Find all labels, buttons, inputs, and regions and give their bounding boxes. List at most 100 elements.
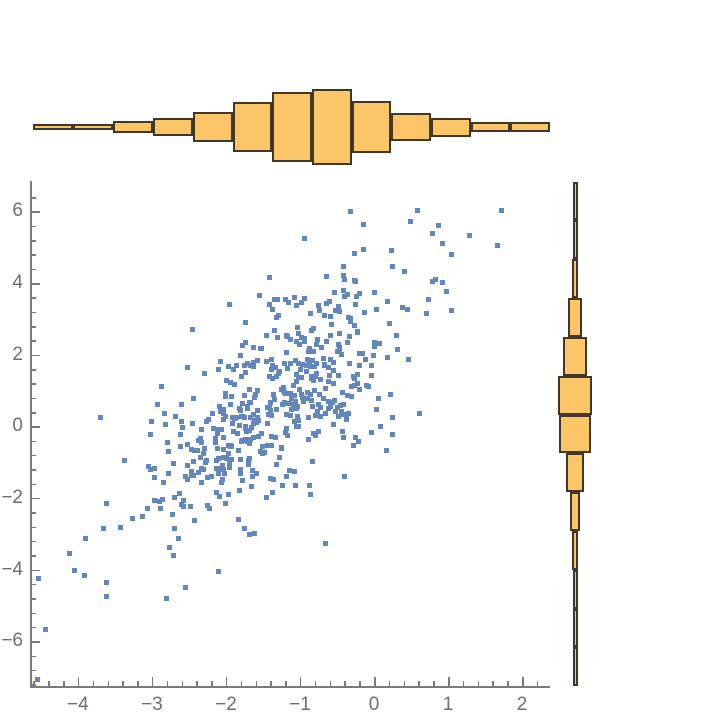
- scatter-point: [327, 333, 333, 339]
- x-tick-label: 2: [516, 694, 528, 715]
- scatter-point: [241, 392, 247, 398]
- scatter-point: [310, 349, 316, 355]
- scatter-point: [196, 470, 202, 476]
- scatter-point: [385, 355, 391, 361]
- scatter-point: [384, 448, 390, 454]
- scatter-point: [164, 595, 170, 601]
- y-minor-tick: [30, 369, 36, 371]
- y-tick-label: −4: [1, 558, 23, 580]
- scatter-point: [309, 398, 315, 404]
- x-minor-tick: [240, 681, 243, 686]
- scatter-point: [251, 421, 257, 427]
- scatter-point: [387, 392, 393, 398]
- scatter-point: [216, 494, 222, 499]
- scatter-point: [377, 424, 383, 430]
- scatter-point: [340, 429, 346, 435]
- scatter-point: [189, 420, 195, 426]
- scatter-point: [189, 473, 195, 479]
- scatter-point: [250, 359, 256, 365]
- scatter-point: [225, 364, 231, 370]
- scatter-point: [214, 458, 220, 464]
- scatter-point: [250, 434, 256, 440]
- scatter-point: [304, 369, 310, 375]
- scatter-point: [182, 474, 188, 480]
- scatter-point: [180, 424, 186, 430]
- scatter-point: [302, 296, 308, 302]
- y-minor-tick: [30, 483, 36, 486]
- scatter-point: [201, 466, 207, 472]
- y-minor-tick: [30, 397, 36, 400]
- scatter-point: [67, 551, 73, 557]
- scatter-point: [284, 433, 290, 439]
- scatter-point: [221, 434, 227, 440]
- scatter-point: [353, 301, 359, 307]
- scatter-point: [257, 293, 263, 299]
- scatter-point: [121, 457, 127, 463]
- scatter-point: [237, 470, 243, 476]
- right-histogram-bar: [572, 181, 578, 221]
- scatter-point: [243, 437, 249, 443]
- y-minor-tick: [30, 669, 36, 672]
- y-minor-tick: [30, 598, 36, 600]
- scatter-point: [245, 458, 251, 464]
- scatter-point: [198, 436, 204, 442]
- scatter-point: [305, 437, 311, 443]
- scatter-point: [237, 488, 243, 494]
- scatter-point: [294, 414, 300, 420]
- scatter-point: [355, 381, 361, 387]
- scatter-point: [234, 430, 240, 436]
- scatter-point: [151, 498, 157, 504]
- scatter-point: [185, 442, 191, 448]
- x-minor-tick: [285, 681, 287, 686]
- scatter-point: [433, 277, 439, 283]
- scatter-point: [189, 446, 195, 452]
- scatter-point: [336, 341, 342, 347]
- scatter-point: [146, 464, 152, 470]
- scatter-point: [245, 462, 251, 468]
- scatter-point: [190, 327, 196, 333]
- x-minor-tick: [403, 681, 406, 686]
- scatter-point: [305, 396, 311, 402]
- scatter-point: [352, 323, 358, 329]
- scatter-point: [323, 410, 329, 416]
- scatter-point: [309, 459, 315, 465]
- right-histogram-bar: [572, 220, 578, 260]
- scatter-point: [265, 411, 271, 417]
- scatter-point: [295, 324, 301, 330]
- scatter-point: [223, 394, 229, 400]
- scatter-point: [178, 402, 184, 408]
- scatter-point: [311, 388, 317, 394]
- scatter-point: [373, 406, 379, 412]
- scatter-point: [222, 471, 228, 477]
- scatter-point: [201, 445, 207, 451]
- scatter-point: [271, 391, 277, 397]
- y-minor-tick: [30, 512, 36, 514]
- scatter-point: [273, 406, 279, 412]
- top-histogram-bar: [73, 123, 114, 131]
- scatter-point: [336, 303, 342, 309]
- scatter-point: [307, 363, 313, 369]
- scatter-point: [363, 357, 369, 363]
- scatter-point: [191, 518, 197, 523]
- scatter-point: [172, 526, 178, 532]
- scatter-point: [284, 349, 290, 355]
- scatter-point: [264, 495, 269, 501]
- scatter-point: [242, 370, 248, 376]
- scatter-point: [415, 207, 421, 213]
- x-minor-tick: [388, 681, 391, 686]
- scatter-point: [254, 470, 260, 476]
- y-minor-tick: [30, 583, 36, 586]
- scatter-point: [341, 294, 347, 300]
- scatter-point: [347, 360, 353, 366]
- scatter-point: [349, 384, 355, 390]
- scatter-point: [152, 475, 158, 481]
- scatter-point: [249, 467, 255, 473]
- scatter-point: [328, 356, 334, 362]
- scatter-point: [328, 314, 334, 320]
- scatter-point: [35, 676, 41, 682]
- scatter-point: [250, 364, 256, 370]
- scatter-point: [322, 313, 328, 319]
- scatter-point: [314, 336, 320, 342]
- scatter-point: [286, 401, 292, 407]
- x-minor-tick: [211, 681, 213, 686]
